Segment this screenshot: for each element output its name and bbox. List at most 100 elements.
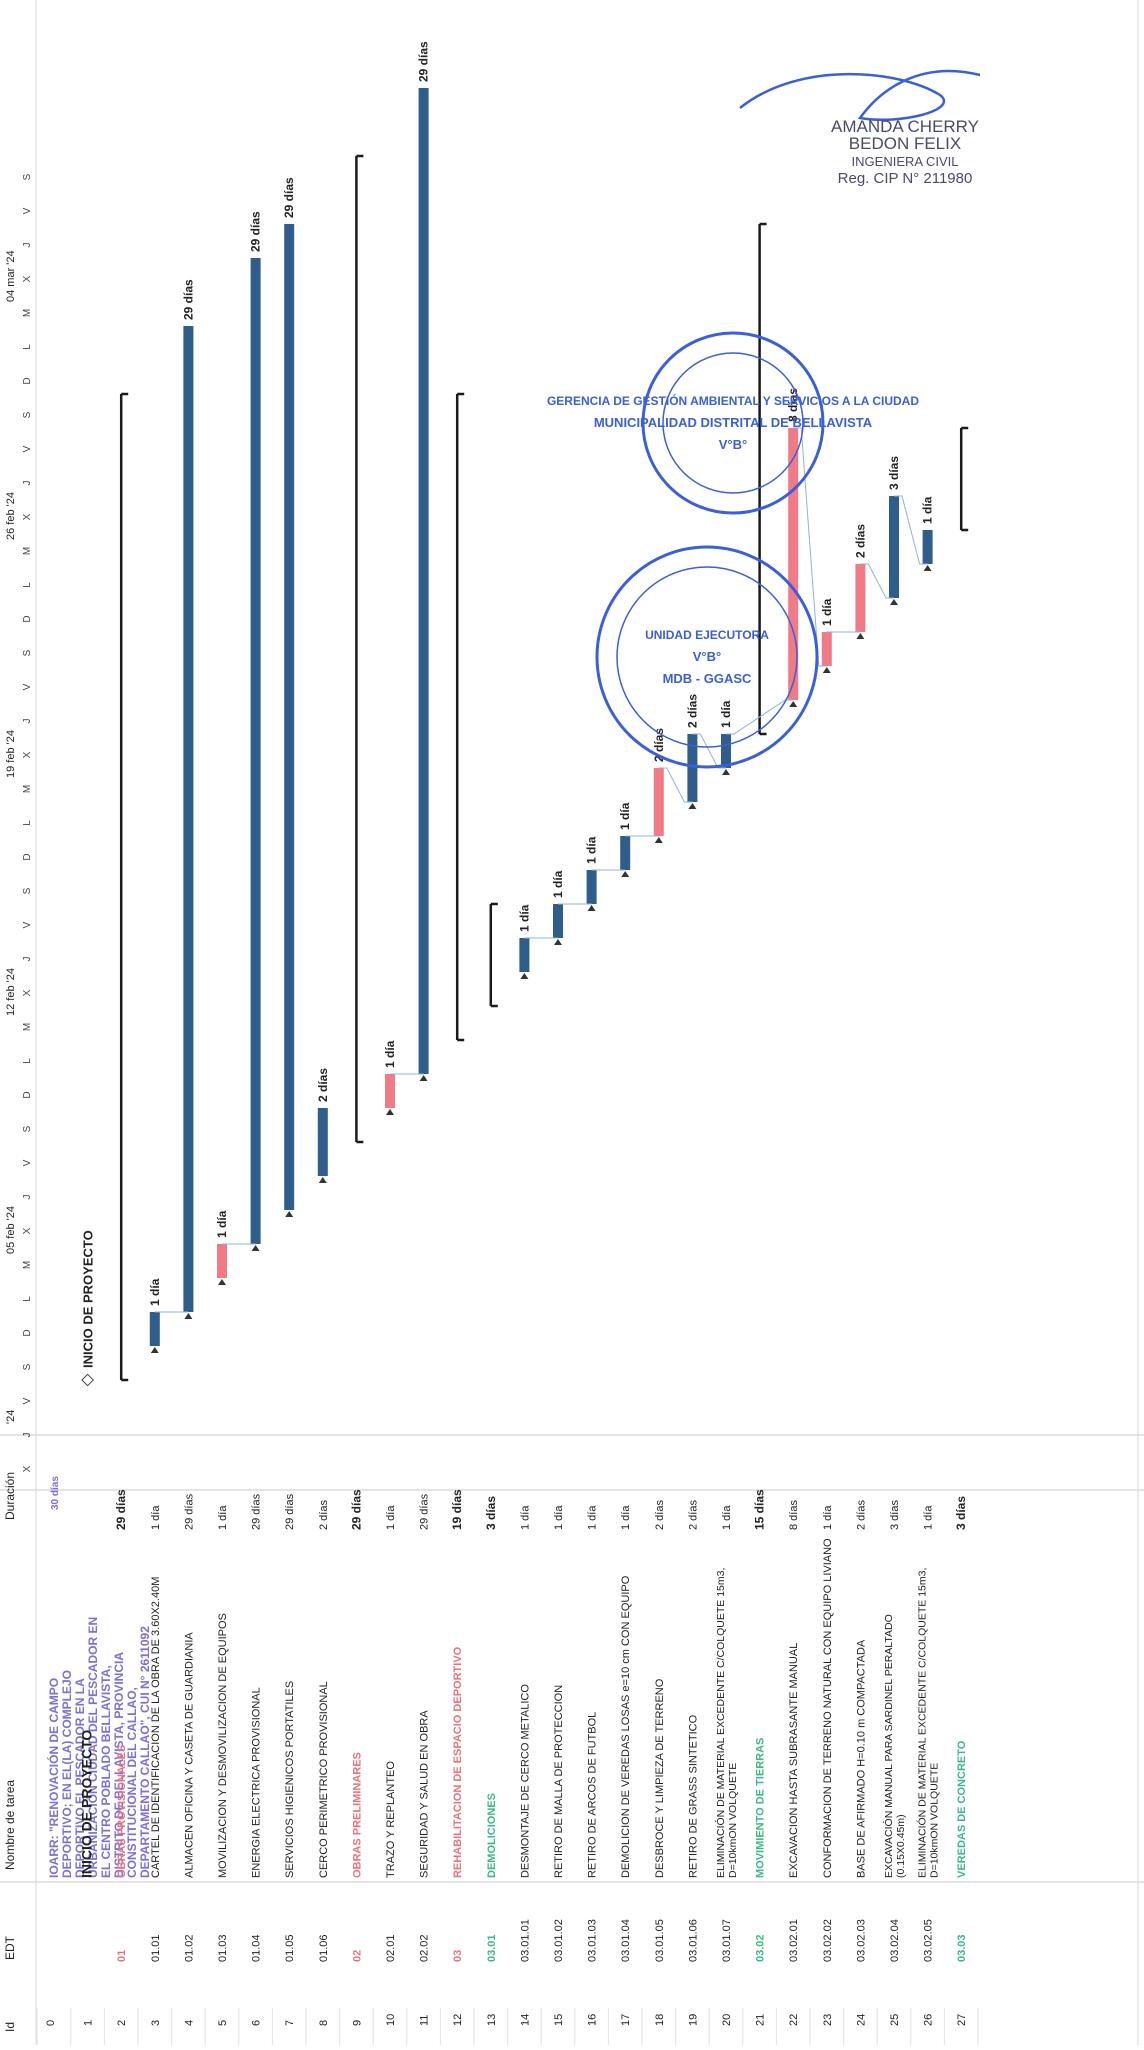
timeline-day-letter: M: [22, 309, 33, 317]
timeline-week-4: 26 feb '24: [5, 492, 17, 540]
task-edt: 03.03: [956, 1934, 968, 1962]
task-duration: 2 días: [318, 1500, 330, 1530]
timeline-day-letter: V: [22, 683, 33, 690]
timeline-day-letter: L: [22, 1296, 33, 1302]
task-bar-arrow: [655, 837, 663, 843]
task-name: ENERGIA ELECTRICA PROVISIONAL: [251, 1687, 263, 1878]
unidad-ejecutora-stamp: UNIDAD EJECUTORAV°B°MDB - GGASC: [597, 547, 817, 767]
unidad-ejecutora-stamp-text: UNIDAD EJECUTORA: [645, 628, 769, 642]
task-id: 18: [654, 2014, 666, 2026]
task-id: 25: [889, 2014, 901, 2026]
task-id: 15: [553, 2014, 565, 2026]
task-name-line: D=10kmON VOLQUETE: [727, 1763, 739, 1878]
timeline-day-letter: J: [22, 1195, 33, 1200]
header-name: Nombre de tarea: [3, 1780, 17, 1870]
task-name: MOVIMIENTO DE TIERRAS: [755, 1738, 767, 1878]
timeline-day-letter: L: [22, 1058, 33, 1064]
task-edt: 03.02.04: [889, 1919, 901, 1962]
dependency-link: [860, 564, 894, 598]
timeline-day-letter: S: [22, 887, 33, 894]
task-name: RETIRO DE ARCOS DE FUTBOL: [587, 1712, 599, 1878]
task-bar-arrow: [151, 1347, 159, 1353]
timeline-day-letter: V: [22, 921, 33, 928]
task-bar-label: 1 día: [383, 1040, 397, 1068]
task-bar-label: 1 día: [585, 836, 599, 864]
task-id: 11: [419, 2015, 431, 2026]
task-edt: 01.02: [183, 1934, 195, 1962]
task-duration: 2 días: [855, 1500, 867, 1530]
task-name: INICIO DE PROYECTO: [79, 1730, 95, 1878]
task-duration: 3 días: [889, 1500, 901, 1530]
task-bar-label: 1 día: [719, 700, 733, 728]
task-bar-arrow: [856, 633, 864, 639]
task-name: MOVILIZACION Y DESMOVILIZACION DE EQUIPO…: [217, 1613, 229, 1878]
task-bar-label: 29 días: [181, 279, 195, 320]
signature-text-line: BEDON FELIX: [849, 134, 961, 153]
task-edt: 03.02.01: [788, 1919, 800, 1962]
timeline-day-letter: L: [22, 820, 33, 826]
task-bar: [654, 768, 664, 836]
task-name-line: ELIMINACIÓN DE MATERIAL EXCEDENTE C/COLQ…: [714, 1568, 727, 1878]
task-bar: [318, 1108, 328, 1176]
task-bar-label: 2 días: [853, 524, 867, 558]
task-duration: 29 días: [349, 1489, 363, 1530]
task-id: 23: [822, 2014, 834, 2026]
task-name-line: ELIMINACIÓN DE MATERIAL EXCEDENTE C/COLQ…: [916, 1568, 929, 1878]
task-duration: 3 días: [954, 1496, 968, 1530]
task-name: CERCO PERIMETRICO PROVISIONAL: [318, 1681, 330, 1878]
task-edt: 03.02.05: [923, 1919, 935, 1962]
task-name: SEGURIDAD Y SALUD EN OBRA: [419, 1710, 431, 1878]
task-duration: 2 días: [687, 1500, 699, 1530]
task-duration: 1 día: [822, 1505, 834, 1530]
task-id: 20: [721, 2014, 733, 2026]
task-name: DESBROCE Y LIMPIEZA DE TERRENO: [654, 1678, 666, 1878]
project-id: 0: [45, 2020, 57, 2026]
task-duration: 1 día: [553, 1505, 565, 1530]
task-duration: 29 días: [284, 1493, 296, 1530]
task-bar-label: 29 días: [282, 177, 296, 218]
task-id: 4: [183, 2020, 195, 2026]
task-id: 27: [956, 2014, 968, 2026]
task-bar-arrow: [218, 1279, 226, 1285]
task-edt: 03.01.03: [587, 1919, 599, 1962]
timeline-day-letter: J: [22, 957, 33, 962]
task-bar: [150, 1312, 160, 1346]
task-bar-label: 1 día: [618, 802, 632, 830]
task-duration: 29 días: [419, 1493, 431, 1530]
timeline-day-letter: J: [22, 719, 33, 724]
task-name: CONFORMACION DE TERRENO NATURAL CON EQUI…: [822, 1538, 834, 1878]
timeline-day-letter: L: [22, 582, 33, 588]
task-edt: 01: [116, 1950, 128, 1962]
task-bar-label: 29 días: [417, 41, 431, 82]
timeline-day-letter: D: [22, 377, 33, 384]
task-id: 26: [923, 2014, 935, 2026]
timeline-day-letter: V: [22, 1397, 33, 1404]
timeline-day-letter: S: [22, 649, 33, 656]
task-bar-arrow: [386, 1109, 394, 1115]
task-bar: [385, 1074, 395, 1108]
task-duration: 29 días: [183, 1493, 195, 1530]
task-bar: [923, 530, 933, 564]
timeline-day-letter: D: [22, 1091, 33, 1098]
task-duration: 1 día: [217, 1505, 229, 1530]
task-name: OBRAS PROVISIONALES: [116, 1745, 128, 1878]
timeline-day-letter: D: [22, 853, 33, 860]
task-name: EXCAVACION HASTA SUBRASANTE MANUAL: [788, 1643, 800, 1878]
task-edt: 01.01: [150, 1934, 162, 1962]
task-edt: 03.02.03: [855, 1919, 867, 1962]
timeline-day-letter: X: [22, 275, 33, 282]
task-bar-arrow: [890, 599, 898, 605]
project-name-line: EL CENTRO POBLADO BELLAVISTA,: [99, 1665, 113, 1878]
task-id: 24: [855, 2014, 867, 2026]
header-edt: EDT: [3, 1935, 17, 1960]
task-id: 16: [587, 2014, 599, 2026]
task-name-line: EXCAVACIÓN MANUAL PARA SARDINEL PERALTAD…: [882, 1614, 895, 1878]
task-duration: 2 días: [654, 1500, 666, 1530]
task-id: 8: [318, 2020, 330, 2026]
task-edt: 01.03: [217, 1934, 229, 1962]
task-name: CARTEL DE IDENTIFICACION DE LA OBRA DE 3…: [150, 1577, 162, 1878]
task-name: VEREDAS DE CONCRETO: [956, 1740, 968, 1878]
task-bar-label: 3 días: [887, 456, 901, 490]
